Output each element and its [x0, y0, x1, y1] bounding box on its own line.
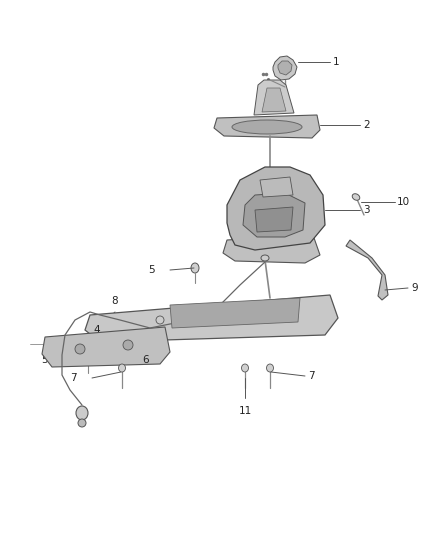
Text: 7: 7	[71, 373, 77, 383]
Polygon shape	[255, 207, 293, 232]
Ellipse shape	[241, 364, 248, 372]
Polygon shape	[85, 295, 338, 342]
Text: 1: 1	[333, 57, 339, 67]
Polygon shape	[346, 240, 388, 300]
Text: 9: 9	[411, 283, 417, 293]
Text: 5: 5	[41, 355, 48, 365]
Ellipse shape	[123, 340, 133, 350]
Text: 6: 6	[142, 355, 148, 365]
Ellipse shape	[78, 419, 86, 427]
Polygon shape	[42, 327, 170, 367]
Polygon shape	[214, 115, 320, 138]
Polygon shape	[254, 80, 294, 115]
Text: 3: 3	[363, 205, 370, 215]
Polygon shape	[223, 235, 320, 263]
Ellipse shape	[352, 193, 360, 200]
Polygon shape	[278, 61, 292, 75]
Ellipse shape	[75, 344, 85, 354]
Text: 5: 5	[148, 265, 155, 275]
Polygon shape	[170, 298, 300, 328]
Ellipse shape	[119, 364, 126, 372]
Ellipse shape	[261, 255, 269, 261]
Polygon shape	[227, 167, 325, 250]
Polygon shape	[243, 193, 305, 237]
Ellipse shape	[156, 316, 164, 324]
Text: 11: 11	[238, 406, 251, 416]
Text: 10: 10	[397, 197, 410, 207]
Text: 7: 7	[308, 371, 314, 381]
Ellipse shape	[84, 353, 92, 363]
Ellipse shape	[76, 406, 88, 420]
Text: 8: 8	[112, 296, 118, 306]
Text: 2: 2	[363, 120, 370, 130]
Text: 4: 4	[93, 325, 100, 335]
Polygon shape	[260, 177, 293, 197]
Polygon shape	[273, 56, 297, 80]
Ellipse shape	[232, 120, 302, 134]
Polygon shape	[262, 88, 286, 112]
Ellipse shape	[191, 263, 199, 273]
Ellipse shape	[266, 364, 273, 372]
